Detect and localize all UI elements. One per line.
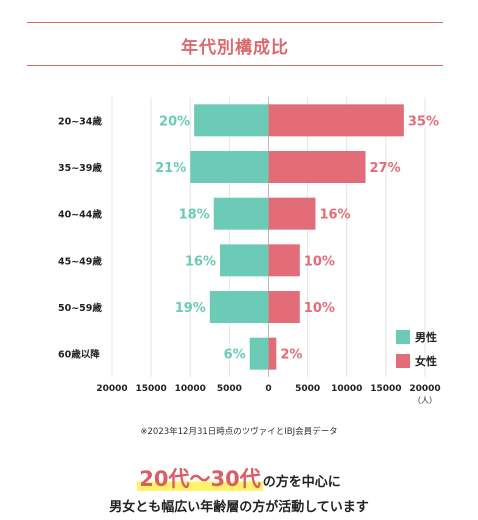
female-data-label: 2% <box>280 348 302 363</box>
legend-swatch-male <box>396 330 410 344</box>
x-tick-label: 5000 <box>217 384 242 394</box>
female-data-label: 10% <box>304 254 335 269</box>
female-bar <box>268 337 277 370</box>
subline: 男女とも幅広い年齢層の方が活動しています <box>109 500 369 515</box>
female-bar <box>268 197 316 230</box>
female-data-label: 35% <box>408 114 439 129</box>
male-data-label: 21% <box>155 161 186 176</box>
population-pyramid-chart: 20000 15000 10000 5000 0 5000 10000 15000 20000 （… <box>58 97 441 405</box>
female-data-label: 16% <box>319 208 350 223</box>
female-bar <box>268 244 300 277</box>
legend-swatch-female <box>396 354 410 368</box>
x-tick-label: 10000 <box>175 384 206 394</box>
male-data-label: 20% <box>159 114 190 129</box>
female-bar <box>268 291 300 323</box>
x-tick-label: 15000 <box>135 384 166 394</box>
male-bar <box>249 337 269 370</box>
male-data-label: 16% <box>185 254 216 269</box>
x-tick-label: 20000 <box>96 384 127 394</box>
category-label: 45~49歳 <box>58 255 102 267</box>
source-note: ※2023年12月31日時点のツヴァイとIBJ会員データ <box>140 427 338 437</box>
female-bar <box>268 151 366 183</box>
legend-label-male: 男性 <box>415 330 437 344</box>
female-data-label: 27% <box>370 161 401 176</box>
male-bar <box>194 104 269 137</box>
category-label: 60歳以降 <box>58 349 100 361</box>
female-data-label: 10% <box>304 301 335 316</box>
x-unit-label: （人） <box>413 396 437 405</box>
x-tick-label: 5000 <box>295 384 320 394</box>
headline-highlight: 20代〜30代 <box>137 467 263 491</box>
male-data-label: 6% <box>224 348 246 363</box>
x-tick-label: 20000 <box>409 384 440 394</box>
category-label: 50~59歳 <box>58 302 102 314</box>
x-tick-label: 10000 <box>331 384 362 394</box>
headline-rest: の方を中心に <box>262 475 341 490</box>
male-bar <box>213 197 269 230</box>
legend-label-female: 女性 <box>415 354 437 368</box>
category-label: 40~44歳 <box>58 209 102 221</box>
title-box: 年代別構成比 <box>27 22 443 66</box>
x-tick-label: 0 <box>265 384 271 394</box>
category-label: 20~34歳 <box>58 115 102 127</box>
male-bar <box>219 244 269 277</box>
female-bar <box>268 104 404 137</box>
category-label: 35~39歳 <box>58 162 102 174</box>
headline: 20代〜30代 の方を中心に <box>0 463 478 493</box>
chart-title: 年代別構成比 <box>181 38 289 58</box>
male-data-label: 18% <box>179 208 210 223</box>
male-data-label: 19% <box>175 301 206 316</box>
x-tick-label: 15000 <box>370 384 401 394</box>
male-bar <box>209 291 269 323</box>
male-bar <box>190 151 269 183</box>
